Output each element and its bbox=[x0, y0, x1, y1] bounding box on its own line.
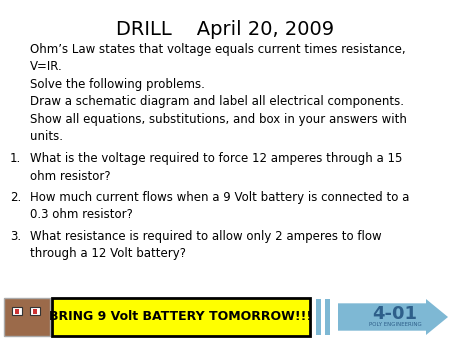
Text: What resistance is required to allow only 2 amperes to flow: What resistance is required to allow onl… bbox=[30, 230, 382, 243]
Bar bbox=[30, 307, 40, 315]
Text: V=IR.: V=IR. bbox=[30, 61, 63, 73]
Text: units.: units. bbox=[30, 130, 63, 144]
Text: POLY ENGINEERING: POLY ENGINEERING bbox=[369, 322, 421, 328]
Text: Ohm’s Law states that voltage equals current times resistance,: Ohm’s Law states that voltage equals cur… bbox=[30, 43, 405, 56]
Bar bbox=[15, 309, 19, 314]
Bar bbox=[52, 298, 310, 336]
Text: 4-01: 4-01 bbox=[373, 305, 418, 323]
Text: 3.: 3. bbox=[10, 230, 21, 243]
Polygon shape bbox=[338, 299, 448, 335]
Text: 2.: 2. bbox=[10, 191, 21, 204]
Bar bbox=[316, 299, 321, 335]
Text: DRILL    April 20, 2009: DRILL April 20, 2009 bbox=[116, 20, 334, 39]
Bar bbox=[33, 309, 37, 314]
Text: What is the voltage required to force 12 amperes through a 15: What is the voltage required to force 12… bbox=[30, 152, 402, 165]
Text: Show all equations, substitutions, and box in your answers with: Show all equations, substitutions, and b… bbox=[30, 113, 407, 126]
Bar bbox=[325, 299, 330, 335]
Text: 1.: 1. bbox=[10, 152, 21, 165]
Text: through a 12 Volt battery?: through a 12 Volt battery? bbox=[30, 247, 186, 261]
Bar bbox=[12, 307, 22, 315]
Text: ohm resistor?: ohm resistor? bbox=[30, 169, 111, 183]
Text: Draw a schematic diagram and label all electrical components.: Draw a schematic diagram and label all e… bbox=[30, 96, 404, 108]
Text: Solve the following problems.: Solve the following problems. bbox=[30, 78, 205, 91]
Bar bbox=[4, 298, 50, 336]
Text: How much current flows when a 9 Volt battery is connected to a: How much current flows when a 9 Volt bat… bbox=[30, 191, 409, 204]
Text: 0.3 ohm resistor?: 0.3 ohm resistor? bbox=[30, 209, 133, 221]
Text: BRING 9 Volt BATTERY TOMORROW!!!: BRING 9 Volt BATTERY TOMORROW!!! bbox=[50, 311, 313, 323]
